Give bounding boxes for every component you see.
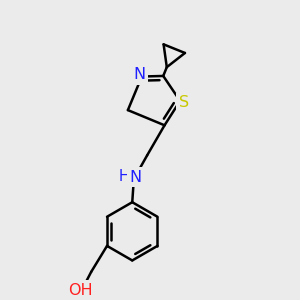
Text: N: N xyxy=(129,170,142,185)
Text: S: S xyxy=(179,95,189,110)
Text: H: H xyxy=(118,169,129,184)
Text: OH: OH xyxy=(68,283,92,298)
Text: N: N xyxy=(133,68,145,82)
